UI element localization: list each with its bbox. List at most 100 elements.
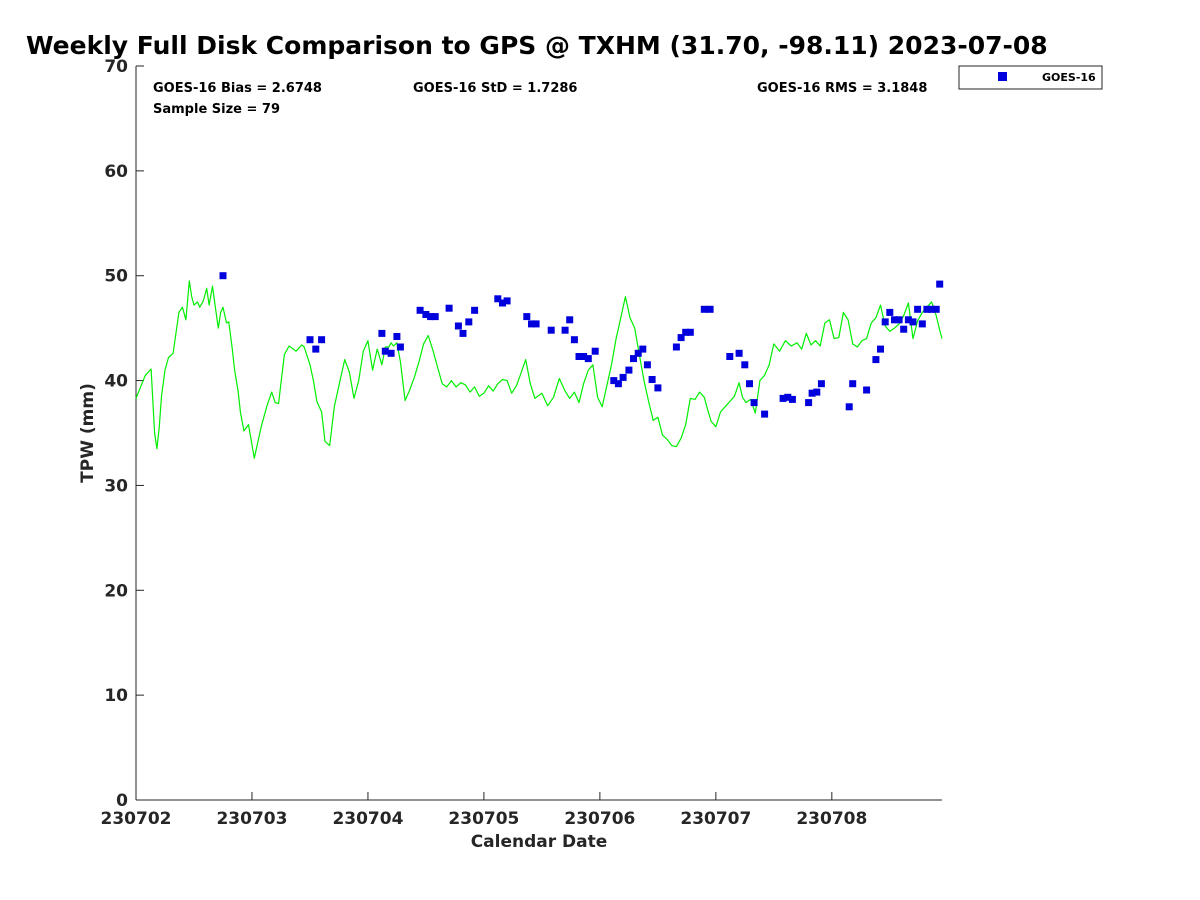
- legend-marker: [998, 72, 1007, 81]
- legend-label: GOES-16: [1042, 71, 1096, 84]
- goes-point: [761, 410, 769, 418]
- bias-stat: GOES-16 Bias = 2.6748: [153, 81, 322, 96]
- goes-point: [445, 304, 453, 312]
- goes-point: [630, 355, 637, 363]
- goes-point: [503, 297, 511, 305]
- goes-point: [877, 345, 884, 353]
- goes-point: [909, 318, 917, 326]
- goes-point: [471, 306, 479, 314]
- goes-point: [881, 318, 889, 326]
- goes-point: [619, 373, 627, 381]
- goes-point: [779, 394, 787, 402]
- goes-point: [614, 380, 622, 388]
- std-stat: GOES-16 StD = 1.7286: [413, 81, 577, 96]
- y-axis-ticks: 0 10 20 30 40 50 60 70: [104, 57, 144, 811]
- goes-point: [219, 272, 227, 280]
- gps-series: [135, 280, 943, 459]
- goes-point: [872, 356, 880, 364]
- goes-point: [686, 328, 694, 336]
- goes-point: [584, 355, 592, 363]
- goes-point: [895, 316, 903, 324]
- goes-point: [677, 334, 685, 342]
- goes-point: [932, 305, 940, 313]
- goes-point: [784, 393, 792, 401]
- goes-point: [591, 347, 599, 355]
- goes-point: [845, 403, 853, 411]
- goes-point: [312, 345, 320, 353]
- chart-title: Weekly Full Disk Comparison to GPS @ TXH…: [26, 31, 1048, 60]
- goes-point: [639, 345, 647, 353]
- goes-point: [904, 316, 912, 324]
- goes-point: [523, 313, 531, 321]
- goes-point: [672, 343, 680, 351]
- y-tick-label: 70: [104, 57, 128, 77]
- goes-point: [741, 361, 749, 369]
- y-tick-label: 10: [104, 686, 128, 706]
- y-tick-label: 40: [104, 372, 128, 392]
- goes-point: [416, 306, 424, 314]
- goes-point: [918, 320, 926, 328]
- sample-size-stat: Sample Size = 79: [153, 102, 280, 117]
- goes-point: [900, 325, 908, 333]
- gps-line: [135, 280, 943, 459]
- goes-point: [914, 305, 922, 313]
- goes-point: [700, 305, 708, 313]
- goes-point: [863, 386, 871, 394]
- goes-point: [849, 380, 857, 388]
- y-tick-label: 50: [104, 267, 128, 287]
- x-axis-ticks: 230702 230703 230704 230705 230706 230707 2307…: [101, 792, 867, 829]
- y-tick-label: 60: [104, 162, 128, 182]
- goes-point: [682, 328, 690, 336]
- goes-point: [746, 380, 753, 388]
- plot-area: [135, 66, 942, 801]
- x-tick-label: 230706: [564, 809, 635, 829]
- x-tick-label: 230704: [332, 809, 403, 829]
- goes-point: [928, 305, 936, 313]
- goes-point: [891, 316, 898, 324]
- goes-point: [813, 388, 821, 396]
- goes-series: [219, 272, 944, 418]
- rms-stat: GOES-16 RMS = 3.1848: [757, 81, 927, 96]
- goes-point: [393, 333, 401, 340]
- y-tick-label: 20: [104, 581, 128, 601]
- x-tick-label: 230708: [796, 809, 867, 829]
- goes-point: [750, 399, 758, 407]
- goes-point: [580, 353, 588, 360]
- goes-point: [570, 336, 578, 344]
- x-tick-label: 230705: [448, 809, 519, 829]
- goes-point: [634, 349, 642, 357]
- goes-point: [454, 322, 462, 330]
- goes-point: [923, 305, 931, 313]
- goes-point: [808, 389, 816, 397]
- goes-point: [318, 336, 326, 344]
- goes-point: [422, 311, 430, 318]
- goes-point: [499, 299, 506, 307]
- legend-box: [958, 65, 1103, 90]
- goes-point: [431, 313, 439, 321]
- goes-point: [648, 376, 656, 383]
- goes-point: [528, 320, 535, 328]
- goes-point: [306, 336, 314, 344]
- goes-point: [788, 395, 796, 403]
- goes-point: [465, 318, 473, 326]
- y-tick-label: 30: [104, 476, 128, 496]
- goes-point: [936, 280, 944, 288]
- goes-point: [817, 380, 825, 388]
- goes-point: [381, 347, 389, 355]
- goes-point: [735, 349, 743, 357]
- goes-point: [706, 305, 714, 313]
- goes-point: [805, 399, 813, 407]
- goes-point: [547, 326, 555, 334]
- goes-point: [575, 353, 583, 360]
- y-axis-label: TPW (mm): [78, 383, 98, 483]
- legend: GOES-16: [958, 65, 1103, 90]
- x-tick-label: 230707: [680, 809, 751, 829]
- goes-point: [378, 329, 386, 337]
- goes-point: [726, 353, 734, 360]
- goes-point: [625, 366, 633, 374]
- goes-point: [387, 349, 395, 357]
- goes-point: [561, 326, 569, 334]
- goes-point: [610, 377, 618, 385]
- x-axis-label: Calendar Date: [471, 832, 608, 852]
